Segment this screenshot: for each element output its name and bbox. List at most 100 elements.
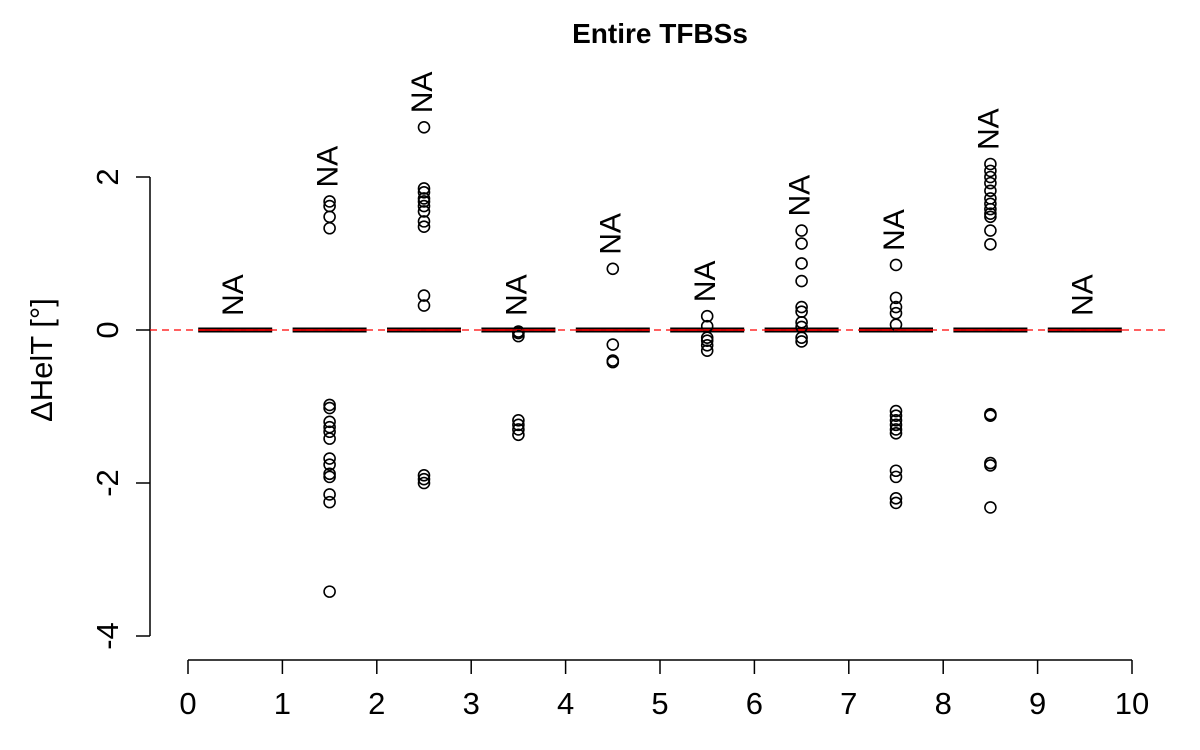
outlier-point (417, 472, 431, 486)
na-annotation: NA (972, 108, 1005, 150)
x-tick-label: 7 (840, 686, 857, 721)
outlier-point (417, 220, 431, 234)
outlier-point (984, 501, 997, 514)
outlier-point (512, 329, 525, 343)
x-tick-label: 1 (274, 686, 291, 721)
y-axis-label: ΔHelT [°] (24, 298, 59, 422)
outlier-point (417, 469, 431, 482)
na-annotation: NA (1067, 274, 1100, 316)
na-annotation: NA (500, 274, 533, 316)
outlier-point (512, 423, 525, 436)
outlier-point (889, 291, 903, 305)
outlier-point (795, 331, 808, 344)
outlier-point (417, 476, 431, 490)
outlier-point (984, 164, 997, 178)
outlier-point (984, 170, 997, 184)
axes: -4 -2 0 2 0 1 2 3 4 5 6 7 8 9 10 (90, 168, 1149, 721)
na-annotation: NA (878, 209, 911, 251)
x-tick-label: 5 (651, 686, 668, 721)
outlier-point (323, 452, 336, 465)
outlier-point (700, 334, 714, 348)
x-tick-label: 4 (557, 686, 574, 721)
outlier-point (417, 182, 431, 195)
outlier-point (606, 262, 620, 276)
y-tick-label: -2 (90, 469, 125, 497)
outlier-point (700, 338, 714, 352)
outlier-point (984, 409, 997, 422)
outlier-point (984, 210, 997, 224)
outlier-point (417, 199, 431, 213)
outlier-point (417, 186, 431, 199)
outlier-point (984, 202, 997, 216)
chart-title: Entire TFBSs (572, 18, 748, 49)
outlier-point (889, 470, 903, 484)
outlier-point (323, 488, 336, 501)
outlier-point (512, 428, 525, 442)
outlier-point (417, 205, 431, 218)
outlier-point (323, 585, 336, 598)
na-annotation: NA (784, 175, 817, 217)
outlier-point (795, 274, 808, 288)
outlier-point (889, 496, 903, 510)
outlier-point (984, 459, 997, 472)
outlier-point (795, 316, 808, 329)
na-annotation: NA (689, 261, 722, 303)
outlier-point (417, 195, 431, 208)
na-annotation: NA (312, 146, 345, 188)
outlier-point (984, 197, 997, 211)
outlier-point (700, 344, 714, 357)
outlier-point (984, 224, 997, 237)
na-annotation: NA (595, 213, 628, 255)
outlier-point (889, 418, 903, 432)
outlier-point (700, 309, 714, 323)
outlier-point (323, 401, 336, 415)
outlier-point (323, 221, 336, 235)
outlier-point (606, 338, 620, 351)
outlier-point (417, 289, 431, 302)
x-tick-label: 9 (1029, 686, 1046, 721)
outlier-point (323, 415, 336, 429)
y-tick-label: 0 (90, 321, 125, 338)
outlier-point (795, 300, 808, 314)
y-tick-label: 2 (90, 168, 125, 185)
outlier-point (323, 432, 336, 445)
outlier-point (795, 237, 808, 250)
outlier-point (889, 258, 903, 272)
na-annotation: NA (217, 274, 250, 316)
outlier-point (889, 413, 903, 427)
outlier-point (889, 491, 903, 505)
outlier-point (512, 413, 525, 427)
outlier-point (889, 300, 903, 314)
outlier-point (889, 426, 903, 440)
outlier-point (795, 335, 808, 348)
x-tick-label: 6 (746, 686, 763, 721)
outlier-point (323, 458, 336, 471)
x-tick-label: 8 (935, 686, 952, 721)
outlier-point (323, 495, 336, 509)
outlier-point (889, 409, 903, 422)
outlier-point (323, 195, 336, 208)
outlier-point (323, 210, 336, 224)
x-tick-label: 3 (463, 686, 480, 721)
outlier-point (984, 157, 997, 171)
outlier-point (889, 404, 903, 418)
outlier-point (795, 224, 808, 237)
x-tick-label: 0 (179, 686, 196, 721)
outlier-point (795, 257, 808, 270)
outlier-point (984, 238, 997, 251)
outlier-point (417, 120, 431, 134)
outlier-point (889, 423, 903, 436)
outlier-point (984, 176, 997, 190)
plot-area: NA NA NA NA NA NA NA NA NA NA (150, 72, 1170, 598)
outlier-point (417, 299, 431, 312)
outlier-point (512, 418, 525, 432)
outlier-point (323, 425, 336, 439)
na-annotation: NA (406, 72, 439, 114)
outlier-point (417, 215, 431, 228)
outlier-point (323, 470, 336, 484)
x-tick-label: 10 (1115, 686, 1149, 721)
outlier-point (606, 355, 620, 369)
outlier-point (889, 464, 903, 478)
y-tick-label: -4 (90, 622, 125, 650)
